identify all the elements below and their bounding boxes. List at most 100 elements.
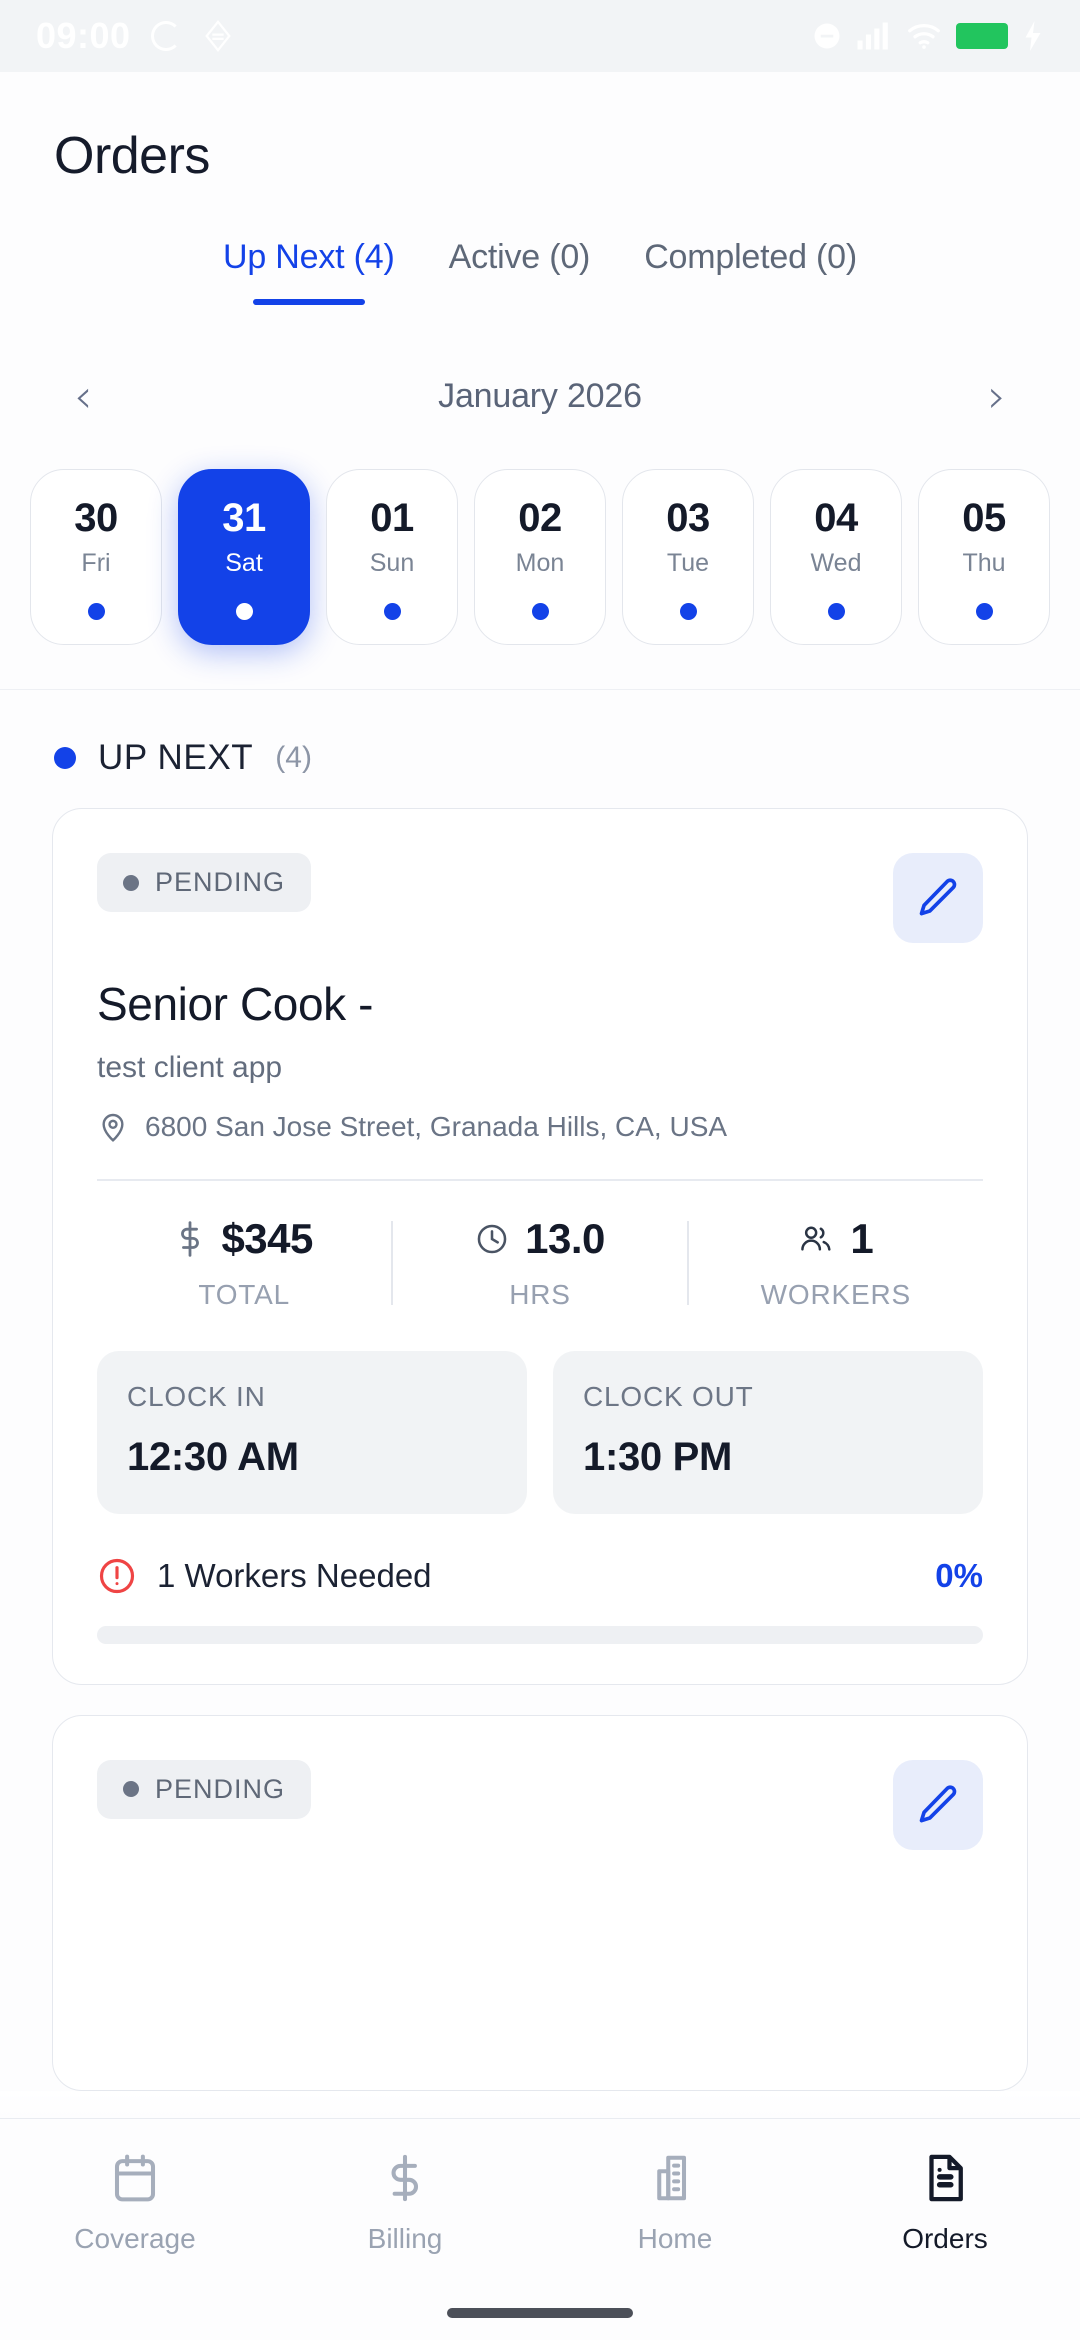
date-weekday: Sat — [225, 549, 263, 577]
date-number: 30 — [74, 496, 118, 540]
date-chip-30[interactable]: 30 Fri — [30, 469, 162, 645]
nav-item-home[interactable]: Home — [540, 2151, 810, 2255]
tab-active[interactable]: Active (0) — [449, 238, 591, 315]
home-indicator — [447, 2308, 633, 2318]
status-bar-right — [812, 21, 1044, 51]
date-chip-03[interactable]: 03 Tue — [622, 469, 754, 645]
order-title: Senior Cook - — [97, 978, 374, 1030]
map-pin-icon — [102, 1113, 124, 1142]
wifi-icon — [908, 24, 940, 49]
order-card-header: PENDING — [97, 853, 983, 943]
tab-completed[interactable]: Completed (0) — [644, 238, 857, 315]
card-divider — [97, 1179, 983, 1181]
stat-total: $345 TOTAL — [97, 1215, 391, 1311]
date-number: 01 — [370, 496, 414, 540]
stat-workers: 1 WORKERS — [689, 1215, 983, 1311]
edit-order-button[interactable] — [893, 853, 983, 943]
date-weekday: Sun — [369, 549, 415, 577]
stat-workers-value: 1 — [850, 1214, 874, 1262]
clock-icon — [477, 1224, 507, 1253]
stat-separator — [687, 1220, 689, 1305]
diamond-icon — [204, 20, 231, 52]
order-stats: $345 TOTAL 13.0 HRS — [97, 1181, 983, 1311]
section-dot-icon — [54, 747, 76, 769]
chevron-left-icon[interactable]: ‹ — [74, 369, 93, 423]
order-client: test client app — [97, 1051, 283, 1084]
date-event-dot — [531, 603, 549, 620]
date-event-dot — [975, 603, 993, 620]
date-chip-05[interactable]: 05 Thu — [918, 469, 1050, 645]
clock-out-box[interactable]: CLOCK OUT 1:30 PM — [553, 1350, 983, 1514]
status-dot-icon — [123, 1781, 139, 1797]
date-event-dot — [679, 603, 697, 620]
clock-in-label: CLOCK IN — [127, 1380, 266, 1412]
nav-label-orders: Orders — [902, 2223, 988, 2254]
nav-label-coverage: Coverage — [74, 2223, 196, 2254]
order-card[interactable]: PENDING — [52, 1714, 1028, 2091]
alert-circle-icon — [99, 1558, 135, 1593]
status-badge: PENDING — [97, 853, 312, 912]
date-number: 31 — [222, 496, 266, 540]
clock-in-value: 12:30 AM — [127, 1434, 299, 1479]
bottom-navigation: Coverage Billing Home Orders — [0, 2118, 1080, 2340]
nav-item-coverage[interactable]: Coverage — [0, 2151, 270, 2255]
stat-hours-top: 13.0 — [475, 1215, 605, 1263]
tab-up-next[interactable]: Up Next (4) — [223, 238, 395, 315]
clock-in-box[interactable]: CLOCK IN 12:30 AM — [97, 1350, 527, 1514]
date-strip[interactable]: 30 Fri 31 Sat 01 Sun 02 Mon 03 Tue 04 We… — [0, 419, 1080, 690]
chevron-right-icon[interactable]: › — [987, 369, 1006, 423]
dollar-icon — [391, 2154, 419, 2202]
clock-out-value: 1:30 PM — [583, 1434, 733, 1479]
tab-active-label: Active (0) — [448, 238, 591, 276]
date-chip-02[interactable]: 02 Mon — [474, 469, 606, 645]
date-event-dot — [383, 603, 401, 620]
date-weekday: Tue — [666, 549, 710, 577]
date-chip-04[interactable]: 04 Wed — [770, 469, 902, 645]
date-event-dot — [235, 603, 253, 620]
status-bar: 09:00 — [0, 0, 1080, 72]
fill-percent: 0% — [935, 1556, 983, 1594]
nav-item-orders[interactable]: Orders — [810, 2151, 1080, 2255]
workers-needed-left: 1 Workers Needed — [97, 1556, 432, 1596]
stat-total-label: TOTAL — [198, 1278, 290, 1310]
signal-icon — [857, 22, 888, 50]
order-list: PENDING Senior Cook - test client app 68… — [0, 808, 1080, 2091]
charging-icon — [1025, 21, 1041, 51]
date-chip-31-selected[interactable]: 31 Sat — [178, 469, 310, 645]
stat-hours-label: HRS — [509, 1278, 571, 1310]
dollar-icon — [181, 1220, 200, 1257]
date-weekday: Mon — [515, 549, 565, 577]
nav-item-billing[interactable]: Billing — [270, 2151, 540, 2255]
status-time: 09:00 — [36, 15, 131, 56]
pencil-icon — [919, 1784, 957, 1822]
spinner-icon — [150, 21, 181, 51]
clock-out-label: CLOCK OUT — [583, 1380, 754, 1412]
nav-label-billing: Billing — [367, 2223, 443, 2254]
users-icon — [801, 1226, 831, 1251]
edit-order-button[interactable] — [893, 1759, 983, 1850]
fill-progress-bar — [97, 1625, 983, 1644]
stat-total-value: $345 — [221, 1214, 313, 1262]
stat-total-top: $345 — [175, 1214, 313, 1263]
page-title: Orders — [54, 127, 210, 185]
tab-bar: Up Next (4) Active (0) Completed (0) — [0, 186, 1080, 315]
clock-boxes: CLOCK IN 12:30 AM CLOCK OUT 1:30 PM — [97, 1350, 983, 1514]
stat-hours: 13.0 HRS — [393, 1215, 687, 1311]
tab-active-indicator — [252, 299, 365, 305]
date-chip-01[interactable]: 01 Sun — [326, 469, 458, 645]
workers-needed-row: 1 Workers Needed 0% — [97, 1556, 983, 1596]
date-number: 04 — [814, 496, 858, 540]
stat-hours-value: 13.0 — [525, 1214, 605, 1262]
order-card[interactable]: PENDING Senior Cook - test client app 68… — [52, 808, 1028, 1685]
section-label: UP NEXT — [98, 738, 254, 777]
date-weekday: Thu — [962, 549, 1006, 577]
stat-workers-label: WORKERS — [760, 1278, 911, 1310]
tab-completed-label: Completed (0) — [644, 238, 858, 276]
nav-fade — [0, 2092, 1080, 2118]
stat-separator — [391, 1220, 393, 1305]
month-label: January 2026 — [438, 376, 642, 415]
calendar-icon — [114, 2154, 156, 2202]
date-number: 02 — [518, 496, 562, 540]
status-badge: PENDING — [97, 1759, 312, 1819]
